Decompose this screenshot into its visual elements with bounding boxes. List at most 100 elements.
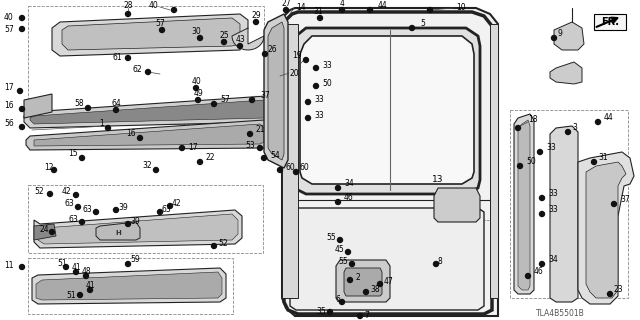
Bar [28,258,233,314]
Circle shape [19,107,24,111]
Circle shape [179,146,184,150]
Text: 55: 55 [326,233,336,242]
Circle shape [317,15,323,20]
Text: 37: 37 [260,92,269,100]
Text: 9: 9 [558,29,563,38]
Text: 4: 4 [340,0,344,9]
Text: 34: 34 [548,255,557,265]
Circle shape [19,265,24,269]
Text: 46: 46 [344,194,354,203]
Circle shape [159,28,164,33]
Text: 39: 39 [118,203,128,212]
Circle shape [262,52,268,57]
Text: 26: 26 [268,45,278,54]
Polygon shape [578,152,634,304]
Text: 31: 31 [598,154,607,163]
Circle shape [250,98,255,102]
Text: 8: 8 [438,258,443,267]
Circle shape [367,7,372,12]
Circle shape [125,12,131,17]
Circle shape [74,193,79,197]
Text: 60: 60 [300,164,310,172]
Polygon shape [514,114,534,294]
Bar [594,14,626,30]
Circle shape [538,149,543,155]
Circle shape [540,261,545,267]
Text: 5: 5 [420,20,425,28]
Text: 56: 56 [4,119,13,129]
Polygon shape [26,120,268,150]
Circle shape [125,55,131,60]
Text: 3: 3 [572,124,577,132]
Circle shape [172,7,177,12]
Polygon shape [34,124,264,146]
Circle shape [19,27,24,31]
Text: 33: 33 [546,143,556,153]
Circle shape [540,196,545,201]
Circle shape [305,116,310,121]
Text: 63: 63 [83,204,92,213]
Circle shape [211,244,216,249]
Circle shape [378,282,383,286]
Circle shape [47,191,52,196]
Polygon shape [268,22,284,160]
Circle shape [346,250,351,254]
Circle shape [335,186,340,190]
Text: 33: 33 [314,111,324,121]
Circle shape [193,85,198,91]
Text: 34: 34 [344,180,354,188]
Text: 41: 41 [71,263,81,273]
Bar [510,110,628,298]
Text: 55: 55 [339,258,348,267]
Circle shape [595,119,600,124]
Polygon shape [434,188,480,222]
Circle shape [198,36,202,41]
Polygon shape [34,210,242,248]
Circle shape [515,125,520,131]
Circle shape [106,125,111,131]
Circle shape [79,156,84,161]
Text: 53: 53 [245,140,255,149]
Circle shape [237,44,243,49]
Text: 54: 54 [270,150,280,159]
Polygon shape [282,8,498,316]
Text: 33: 33 [548,189,557,198]
Polygon shape [96,222,140,240]
Circle shape [314,84,319,89]
Polygon shape [38,214,238,244]
Text: 40: 40 [148,1,158,10]
Circle shape [154,167,159,172]
Text: 64: 64 [111,100,121,108]
Text: 33: 33 [548,205,557,214]
Text: 59: 59 [130,255,140,265]
Text: 31: 31 [313,7,323,17]
Text: 2: 2 [356,274,361,283]
Text: 25: 25 [219,30,229,39]
Circle shape [410,26,415,30]
Text: 50: 50 [322,78,332,87]
Text: 57: 57 [155,19,165,28]
Text: 14: 14 [296,3,306,12]
Text: 40: 40 [191,77,201,86]
Text: 10: 10 [456,3,466,12]
Text: 22: 22 [206,154,216,163]
Text: 63: 63 [64,199,74,209]
Circle shape [262,156,266,161]
Text: 29: 29 [251,11,261,20]
Text: 45: 45 [334,245,344,254]
Text: 32: 32 [142,162,152,171]
Bar [28,185,263,253]
Polygon shape [32,268,226,304]
Text: 30: 30 [191,27,201,36]
Circle shape [591,159,596,164]
Circle shape [552,36,557,41]
Polygon shape [336,260,390,302]
Text: 27: 27 [281,0,291,7]
Text: 18: 18 [528,116,538,124]
Polygon shape [290,208,484,310]
Circle shape [328,309,333,315]
Circle shape [305,100,310,105]
Text: 17: 17 [4,84,13,92]
Polygon shape [554,22,584,50]
Text: 21: 21 [256,125,266,134]
